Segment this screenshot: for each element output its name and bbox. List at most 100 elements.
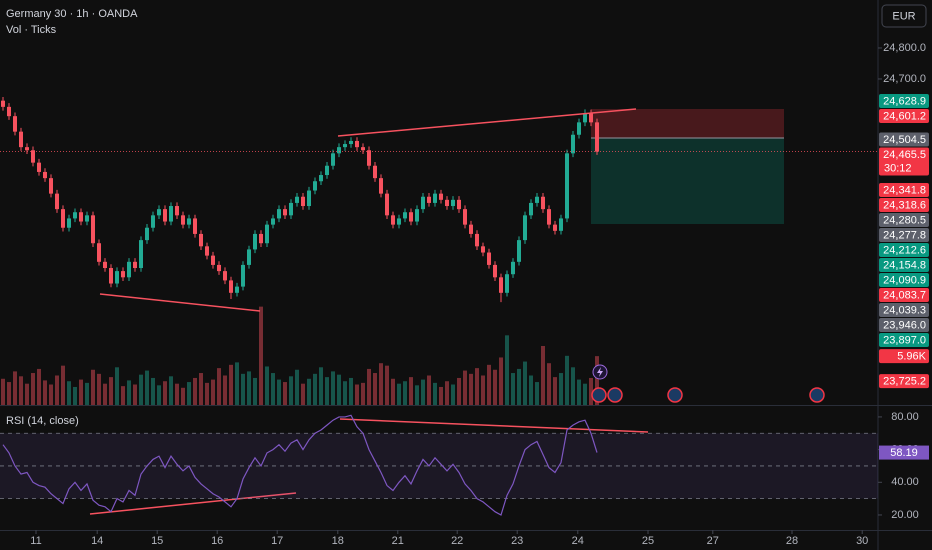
candle-body <box>7 106 11 117</box>
x-tick-label: 14 <box>91 535 103 547</box>
volume-bar <box>499 357 503 405</box>
price-badge-label: 24,601.2 <box>883 110 926 122</box>
candle-body <box>547 209 551 225</box>
x-tick-label: 11 <box>30 535 41 547</box>
volume-bar <box>451 384 455 405</box>
target-zone <box>591 138 784 224</box>
price-badge <box>879 302 929 317</box>
event-icon[interactable] <box>607 387 623 403</box>
volume-bar <box>349 377 353 405</box>
volume-bar <box>523 361 527 405</box>
candle-body <box>415 209 419 222</box>
price-badge <box>879 349 929 364</box>
candle-body <box>361 147 365 151</box>
event-icon[interactable] <box>667 387 683 403</box>
candle-body <box>163 209 167 222</box>
volume-bar <box>571 367 575 405</box>
price-badge-label: 24,083.7 <box>883 289 926 301</box>
candle-body <box>517 240 521 262</box>
candle-body <box>481 246 485 253</box>
volume-bar <box>547 363 551 405</box>
candle-body <box>529 202 533 216</box>
event-icon[interactable] <box>809 387 825 403</box>
candle-body <box>499 277 503 293</box>
candle-body <box>223 271 227 281</box>
trendline <box>99 293 261 312</box>
price-badge-label: 24,318.6 <box>883 199 926 211</box>
volume-bar <box>175 383 179 405</box>
volume-legend: Vol · Ticks <box>6 24 57 36</box>
rsi-tick-label: 20.00 <box>891 509 919 521</box>
price-badge-label: 23,946.0 <box>883 319 926 331</box>
volume-bar <box>109 377 113 405</box>
price-badge <box>879 147 929 176</box>
rsi-legend: RSI (14, close) <box>6 415 79 427</box>
candle-body <box>271 218 275 225</box>
lightning-glyph <box>597 367 603 377</box>
volume-bar <box>589 377 593 405</box>
candle-body <box>145 227 149 241</box>
candle-body <box>1 100 5 107</box>
volume-bar <box>391 378 395 405</box>
price-badge <box>879 197 929 212</box>
candle-body <box>97 243 101 262</box>
volume-bar <box>553 377 557 405</box>
price-badge-label: 24,154.8 <box>883 259 926 271</box>
candle-body <box>409 212 413 222</box>
rsi-tick-label: 80.00 <box>891 411 919 423</box>
volume-bar <box>133 384 137 405</box>
candle-body <box>67 218 71 228</box>
price-badge-label: 24,090.9 <box>883 274 926 286</box>
volume-bar <box>223 375 227 405</box>
candle-body <box>211 255 215 265</box>
volume-bar <box>415 385 419 405</box>
volume-bar <box>271 373 275 405</box>
volume-bar <box>91 369 95 405</box>
candle-body <box>277 209 281 219</box>
price-badge <box>879 227 929 242</box>
candle-body <box>331 153 335 166</box>
price-badge <box>879 132 929 147</box>
candle-body <box>577 122 581 135</box>
event-icons <box>591 364 825 403</box>
volume-bar <box>43 380 47 405</box>
stop-zone <box>591 109 784 138</box>
volume-bar <box>355 384 359 405</box>
candle-body <box>193 218 197 234</box>
candle-body <box>205 246 209 256</box>
currency-button[interactable] <box>881 4 927 28</box>
candle-body <box>289 202 293 216</box>
candle-body <box>79 212 83 222</box>
volume-bar <box>61 365 65 405</box>
price-badge-label: 24,628.9 <box>883 95 926 107</box>
candle-body <box>295 196 299 203</box>
candle-body <box>151 215 155 228</box>
price-badge-label: 24,341.8 <box>883 184 926 196</box>
rsi-value-badge <box>879 445 929 460</box>
price-badge <box>879 374 929 389</box>
candle-body <box>451 199 455 207</box>
candle-body <box>253 233 257 250</box>
event-icon[interactable] <box>591 387 607 403</box>
x-tick-label: 17 <box>271 535 283 547</box>
volume-bar <box>379 363 383 405</box>
price-badge <box>879 242 929 257</box>
candle-body <box>463 209 467 225</box>
volume-bar <box>181 387 185 405</box>
candle-body <box>283 209 287 216</box>
price-badge-label: 24,280.5 <box>883 214 926 226</box>
volume-bar <box>103 383 107 405</box>
symbol-title[interactable]: Germany 30 · 1h · OANDA <box>6 8 138 20</box>
volume-bar <box>427 375 431 405</box>
volume-bar <box>7 382 11 405</box>
price-badge <box>879 212 929 227</box>
price-badge-label: 24,277.8 <box>883 229 926 241</box>
volume-bar <box>475 368 479 405</box>
candle-body <box>565 153 569 219</box>
candle-body <box>73 212 77 219</box>
volume-bar <box>535 382 539 405</box>
volume-bar <box>31 373 35 405</box>
volume-bar <box>97 373 101 405</box>
volume-bar <box>145 370 149 405</box>
